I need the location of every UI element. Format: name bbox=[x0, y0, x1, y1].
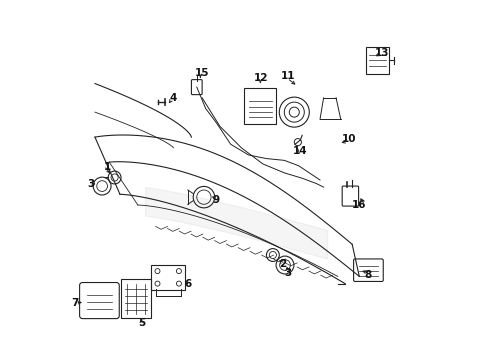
Text: 6: 6 bbox=[184, 279, 192, 289]
Text: 16: 16 bbox=[352, 200, 367, 210]
Text: 15: 15 bbox=[195, 68, 209, 78]
Text: 13: 13 bbox=[375, 48, 390, 58]
Text: 8: 8 bbox=[365, 270, 372, 280]
Text: 11: 11 bbox=[281, 71, 295, 81]
Text: 4: 4 bbox=[170, 93, 177, 103]
Text: 1: 1 bbox=[104, 162, 111, 172]
Text: 3: 3 bbox=[88, 179, 95, 189]
Text: 10: 10 bbox=[342, 134, 356, 144]
Text: 7: 7 bbox=[72, 298, 79, 308]
Text: 9: 9 bbox=[213, 195, 220, 204]
Text: 14: 14 bbox=[293, 147, 308, 157]
Text: 5: 5 bbox=[138, 318, 145, 328]
Text: 3: 3 bbox=[284, 268, 292, 278]
Text: 12: 12 bbox=[254, 73, 269, 83]
Text: 2: 2 bbox=[279, 259, 286, 269]
